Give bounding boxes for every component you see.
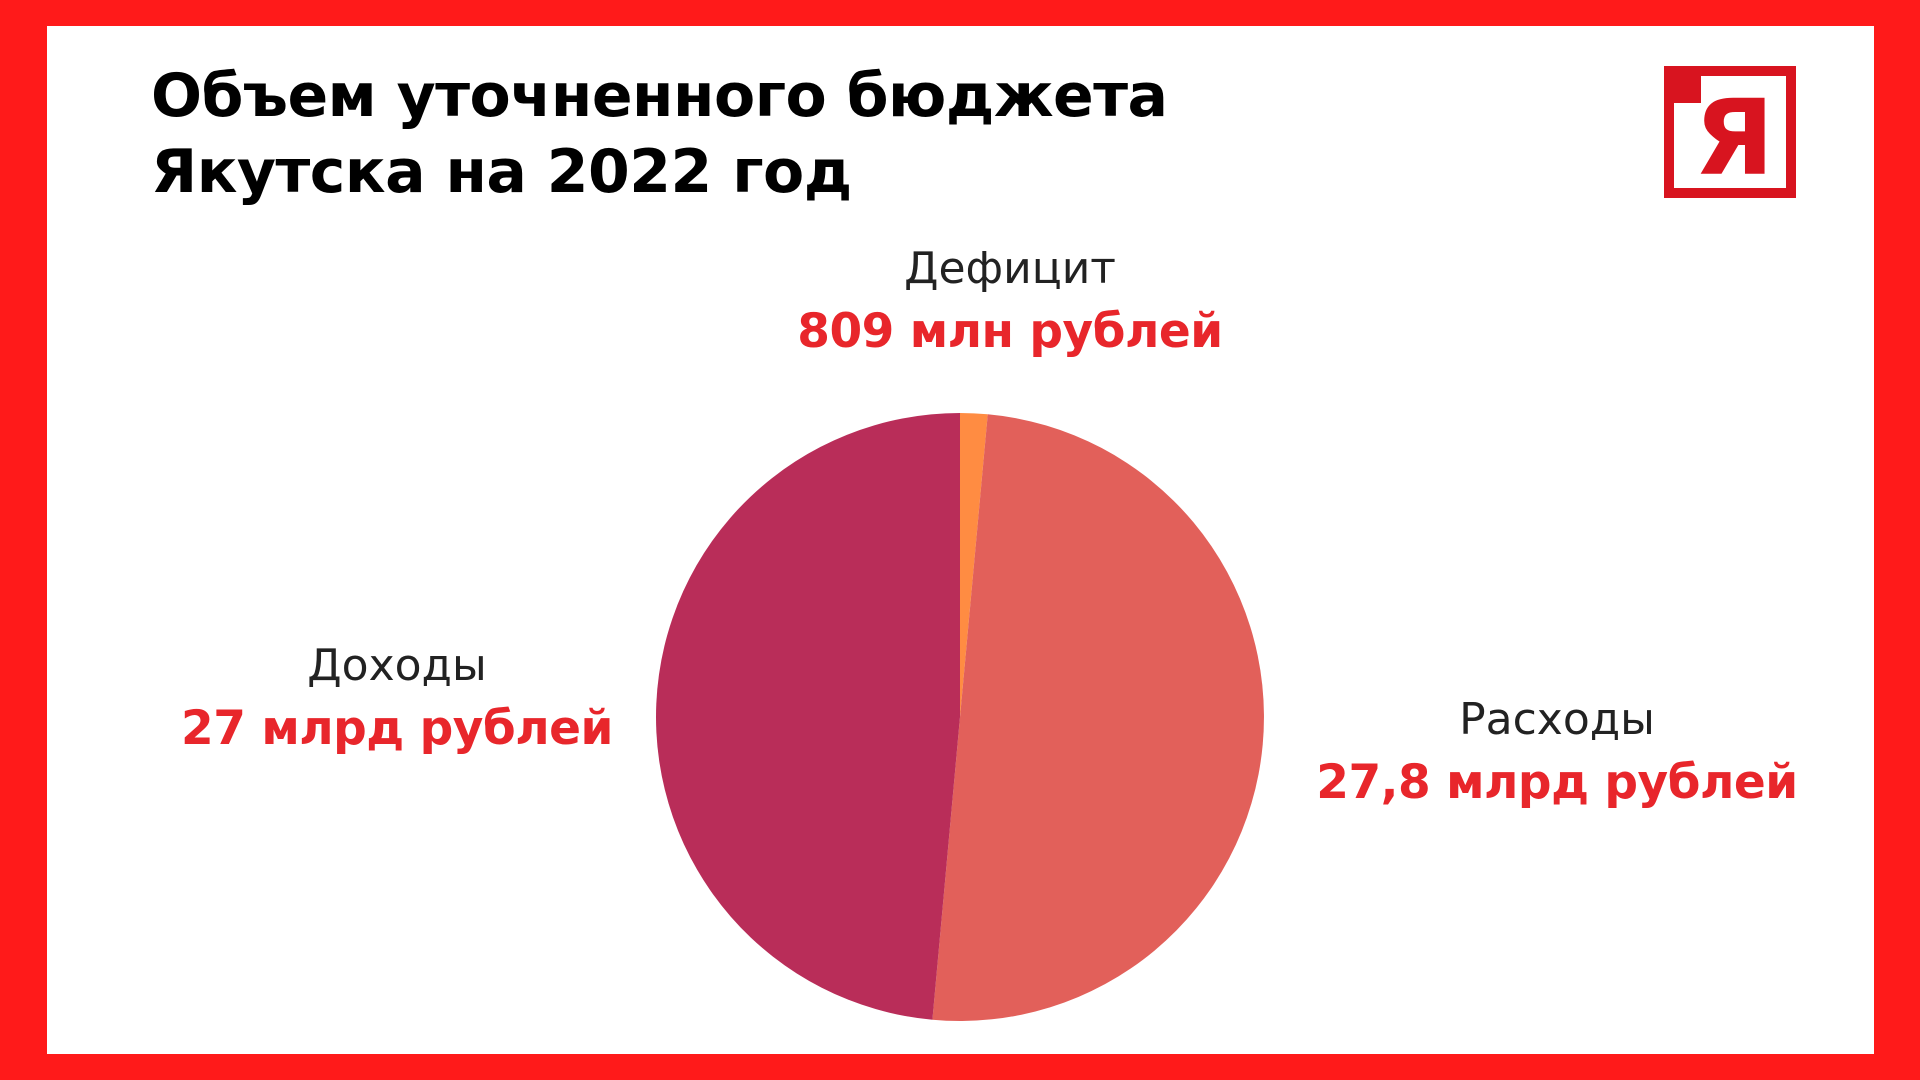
logo-letter: Я [1694,77,1774,198]
pie-chart [656,413,1264,1021]
label-deficit-value: 809 млн рублей [797,304,1223,359]
label-deficit: Дефицит 809 млн рублей [730,241,1290,367]
slide-frame: Объем уточненного бюджета Якутска на 202… [47,26,1874,1054]
logo-icon: Я [1664,66,1796,198]
page-title: Объем уточненного бюджета Якутска на 202… [151,61,1168,207]
pie-slice-deficit [960,413,988,717]
label-income-name: Доходы [307,640,487,691]
label-expense-name: Расходы [1459,694,1655,745]
pie-slice-expense [932,414,1264,1021]
label-deficit-name: Дефицит [904,243,1116,294]
label-income: Доходы 27 млрд рублей [107,638,687,764]
label-income-value: 27 млрд рублей [181,701,613,756]
label-expense-value: 27,8 млрд рублей [1316,755,1798,810]
pie-slice-income [656,413,960,1020]
label-expense: Расходы 27,8 млрд рублей [1277,692,1837,818]
